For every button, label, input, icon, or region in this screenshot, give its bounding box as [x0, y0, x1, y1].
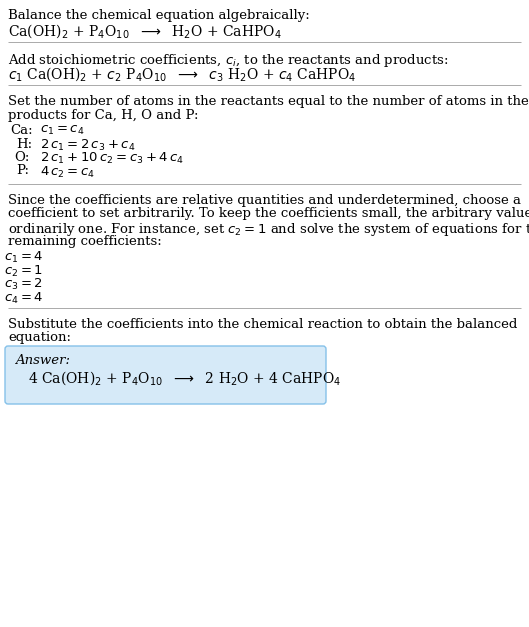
Text: $c_2 = 1$: $c_2 = 1$: [4, 263, 43, 278]
Text: Answer:: Answer:: [15, 354, 70, 367]
Text: Ca:: Ca:: [10, 124, 33, 137]
Text: coefficient to set arbitrarily. To keep the coefficients small, the arbitrary va: coefficient to set arbitrarily. To keep …: [8, 208, 529, 221]
Text: equation:: equation:: [8, 332, 71, 344]
Text: H:: H:: [16, 137, 32, 150]
FancyBboxPatch shape: [5, 346, 326, 404]
Text: $c_1 = c_4$: $c_1 = c_4$: [40, 124, 85, 137]
Text: Balance the chemical equation algebraically:: Balance the chemical equation algebraica…: [8, 9, 310, 22]
Text: Since the coefficients are relative quantities and underdetermined, choose a: Since the coefficients are relative quan…: [8, 194, 521, 207]
Text: Substitute the coefficients into the chemical reaction to obtain the balanced: Substitute the coefficients into the che…: [8, 318, 517, 331]
Text: $4\,c_2 = c_4$: $4\,c_2 = c_4$: [40, 164, 95, 179]
Text: $2\,c_1 + 10\,c_2 = c_3 + 4\,c_4$: $2\,c_1 + 10\,c_2 = c_3 + 4\,c_4$: [40, 151, 184, 166]
Text: O:: O:: [14, 151, 30, 164]
Text: $c_1 = 4$: $c_1 = 4$: [4, 250, 43, 265]
Text: $2\,c_1 = 2\,c_3 + c_4$: $2\,c_1 = 2\,c_3 + c_4$: [40, 137, 135, 152]
Text: $c_1$ Ca(OH)$_2$ + $c_2$ P$_4$O$_{10}$  $\longrightarrow$  $c_3$ H$_2$O + $c_4$ : $c_1$ Ca(OH)$_2$ + $c_2$ P$_4$O$_{10}$ $…: [8, 65, 356, 83]
Text: remaining coefficients:: remaining coefficients:: [8, 234, 162, 248]
Text: Set the number of atoms in the reactants equal to the number of atoms in the: Set the number of atoms in the reactants…: [8, 95, 529, 108]
Text: P:: P:: [16, 164, 29, 177]
Text: ordinarily one. For instance, set $c_2 = 1$ and solve the system of equations fo: ordinarily one. For instance, set $c_2 =…: [8, 221, 529, 238]
Text: Ca(OH)$_2$ + P$_4$O$_{10}$  $\longrightarrow$  H$_2$O + CaHPO$_4$: Ca(OH)$_2$ + P$_4$O$_{10}$ $\longrightar…: [8, 23, 281, 40]
Text: Add stoichiometric coefficients, $c_i$, to the reactants and products:: Add stoichiometric coefficients, $c_i$, …: [8, 52, 449, 69]
Text: $c_3 = 2$: $c_3 = 2$: [4, 277, 43, 292]
Text: products for Ca, H, O and P:: products for Ca, H, O and P:: [8, 108, 198, 122]
Text: $c_4 = 4$: $c_4 = 4$: [4, 290, 43, 305]
Text: 4 Ca(OH)$_2$ + P$_4$O$_{10}$  $\longrightarrow$  2 H$_2$O + 4 CaHPO$_4$: 4 Ca(OH)$_2$ + P$_4$O$_{10}$ $\longright…: [28, 369, 341, 387]
